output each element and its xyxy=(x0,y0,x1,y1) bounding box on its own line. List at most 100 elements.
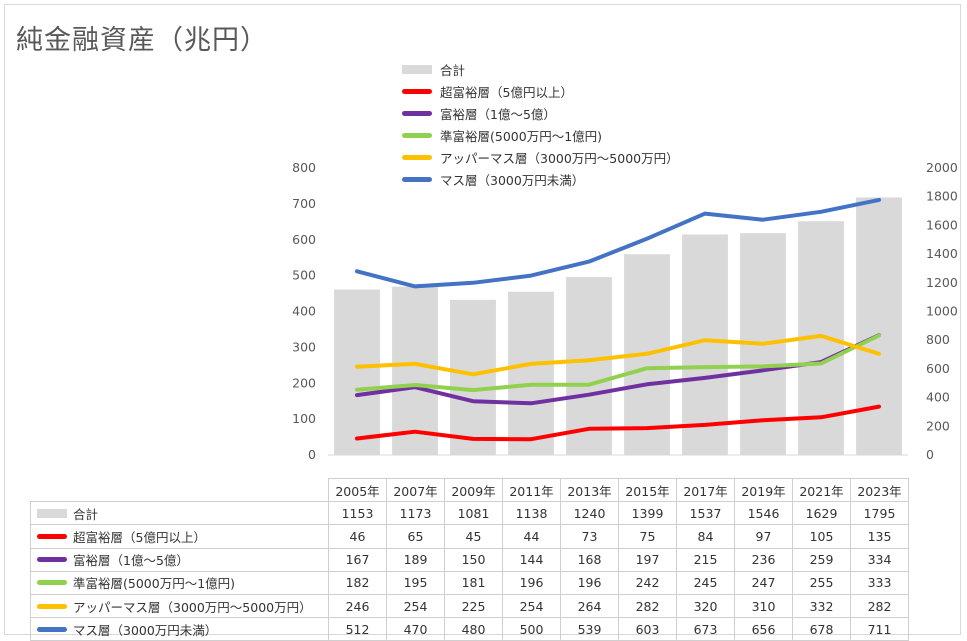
table-cell: 197 xyxy=(618,547,677,572)
x-tick-label: 2021年 xyxy=(792,477,851,503)
y-left-tick-label: 200 xyxy=(292,375,316,390)
table-cell: 1546 xyxy=(734,501,793,526)
table-series-name: アッパーマス層（3000万円～5000万円） xyxy=(73,599,312,615)
table-row: 準富裕層(5000万円～1億円) 182 195 181 196 196 242 245 247… xyxy=(30,570,909,595)
table-swatch xyxy=(37,603,67,609)
table-cell: 310 xyxy=(734,593,793,619)
x-tick-label: 2011年 xyxy=(502,477,561,503)
table-corner-cell xyxy=(30,478,329,503)
y-left-tick-label: 700 xyxy=(292,196,316,211)
table-swatch xyxy=(37,533,67,539)
y-right-tick-label: 1200 xyxy=(926,275,958,290)
table-cell: 603 xyxy=(618,617,677,641)
legend-item: 富裕層（1億～5億） xyxy=(402,102,679,124)
y-right-tick-label: 600 xyxy=(926,361,950,376)
y-right-tick-label: 1000 xyxy=(926,304,958,319)
table-cell: 150 xyxy=(444,547,503,572)
bar xyxy=(856,197,902,456)
table-cell: 181 xyxy=(444,570,503,595)
table-cell: 673 xyxy=(676,617,735,641)
series-line xyxy=(355,333,881,393)
table-series-name: 超富裕層（5億円以上） xyxy=(73,529,206,545)
table-cell: 711 xyxy=(850,617,909,641)
table-cell: 73 xyxy=(560,524,619,549)
y-right-tick-label: 400 xyxy=(926,390,950,405)
legend-item: マス層（3000万円未満） xyxy=(402,168,679,190)
y-right-tick-label: 1600 xyxy=(926,217,958,232)
legend-swatch xyxy=(402,88,432,94)
y-left-tick-label: 500 xyxy=(292,268,316,283)
bar xyxy=(450,299,496,455)
table-cell: 320 xyxy=(676,593,735,619)
table-cell: 333 xyxy=(850,570,909,595)
table-cell: 1629 xyxy=(792,501,851,526)
chart-legend: 合計 超富裕層（5億円以上） 富裕層（1億～5億） 準富裕層(5000万円～1億円) ア… xyxy=(402,58,679,190)
table-cell: 264 xyxy=(560,593,619,619)
table-cell: 1081 xyxy=(444,501,503,526)
table-cell: 196 xyxy=(560,570,619,595)
table-cell: 236 xyxy=(734,547,793,572)
table-cell: 167 xyxy=(328,547,387,572)
table-swatch xyxy=(37,580,67,586)
table-cell: 332 xyxy=(792,593,851,619)
table-cell: 656 xyxy=(734,617,793,641)
bar xyxy=(508,291,554,455)
table-swatch xyxy=(37,508,67,518)
table-cell: 259 xyxy=(792,547,851,572)
table-header-row: 2005年 2007年 2009年 2011年 2013年 2015年 2017年 2019年… xyxy=(30,477,909,503)
table-swatch xyxy=(37,626,67,632)
table-cell: 189 xyxy=(386,547,445,572)
table-cell: 135 xyxy=(850,524,909,549)
table-cell: 1153 xyxy=(328,501,387,526)
data-table: 2005年 2007年 2009年 2011年 2013年 2015年 2017年 2019年… xyxy=(30,477,909,641)
table-cell: 255 xyxy=(792,570,851,595)
table-cell: 1399 xyxy=(618,501,677,526)
x-tick-label: 2009年 xyxy=(444,477,503,503)
table-series-name: 準富裕層(5000万円～1億円) xyxy=(73,576,236,592)
legend-item: 合計 xyxy=(402,58,679,80)
x-tick-label: 2007年 xyxy=(386,477,445,503)
table-cell: 1173 xyxy=(386,501,445,526)
table-cell: 105 xyxy=(792,524,851,549)
table-row-label: 超富裕層（5億円以上） xyxy=(30,524,329,549)
bar xyxy=(566,277,612,455)
table-cell: 480 xyxy=(444,617,503,641)
bar xyxy=(334,289,380,455)
y-right-tick-label: 200 xyxy=(926,418,950,433)
x-tick-label: 2015年 xyxy=(618,477,677,503)
table-cell: 195 xyxy=(386,570,445,595)
y-right-tick-label: 1400 xyxy=(926,246,958,261)
table-cell: 334 xyxy=(850,547,909,572)
table-series-name: マス層（3000万円未満） xyxy=(73,622,218,638)
table-cell: 512 xyxy=(328,617,387,641)
chart-title: 純金融資産（兆円） xyxy=(16,25,268,56)
table-cell: 225 xyxy=(444,593,503,619)
legend-label: アッパーマス層（3000万円～5000万円） xyxy=(440,150,679,166)
series-line xyxy=(355,333,881,377)
table-cell: 539 xyxy=(560,617,619,641)
legend-label: マス層（3000万円未満） xyxy=(440,172,585,188)
table-cell: 470 xyxy=(386,617,445,641)
y-right-tick-label: 0 xyxy=(926,447,934,462)
table-cell: 282 xyxy=(618,593,677,619)
table-series-name: 富裕層（1億～5億） xyxy=(73,553,189,569)
legend-swatch xyxy=(402,154,432,160)
y-left-tick-label: 100 xyxy=(292,411,316,426)
table-series-name: 合計 xyxy=(73,506,99,522)
table-cell: 168 xyxy=(560,547,619,572)
legend-label: 合計 xyxy=(440,62,466,78)
y-right-tick-label: 1800 xyxy=(926,189,958,204)
x-tick-label: 2017年 xyxy=(676,477,735,503)
table-cell: 678 xyxy=(792,617,851,641)
table-swatch xyxy=(37,557,67,563)
table-cell: 84 xyxy=(676,524,735,549)
table-cell: 242 xyxy=(618,570,677,595)
table-cell: 247 xyxy=(734,570,793,595)
table-cell: 196 xyxy=(502,570,561,595)
table-cell: 1795 xyxy=(850,501,909,526)
table-cell: 246 xyxy=(328,593,387,619)
bar xyxy=(392,286,438,455)
x-tick-label: 2023年 xyxy=(850,477,909,503)
table-cell: 182 xyxy=(328,570,387,595)
